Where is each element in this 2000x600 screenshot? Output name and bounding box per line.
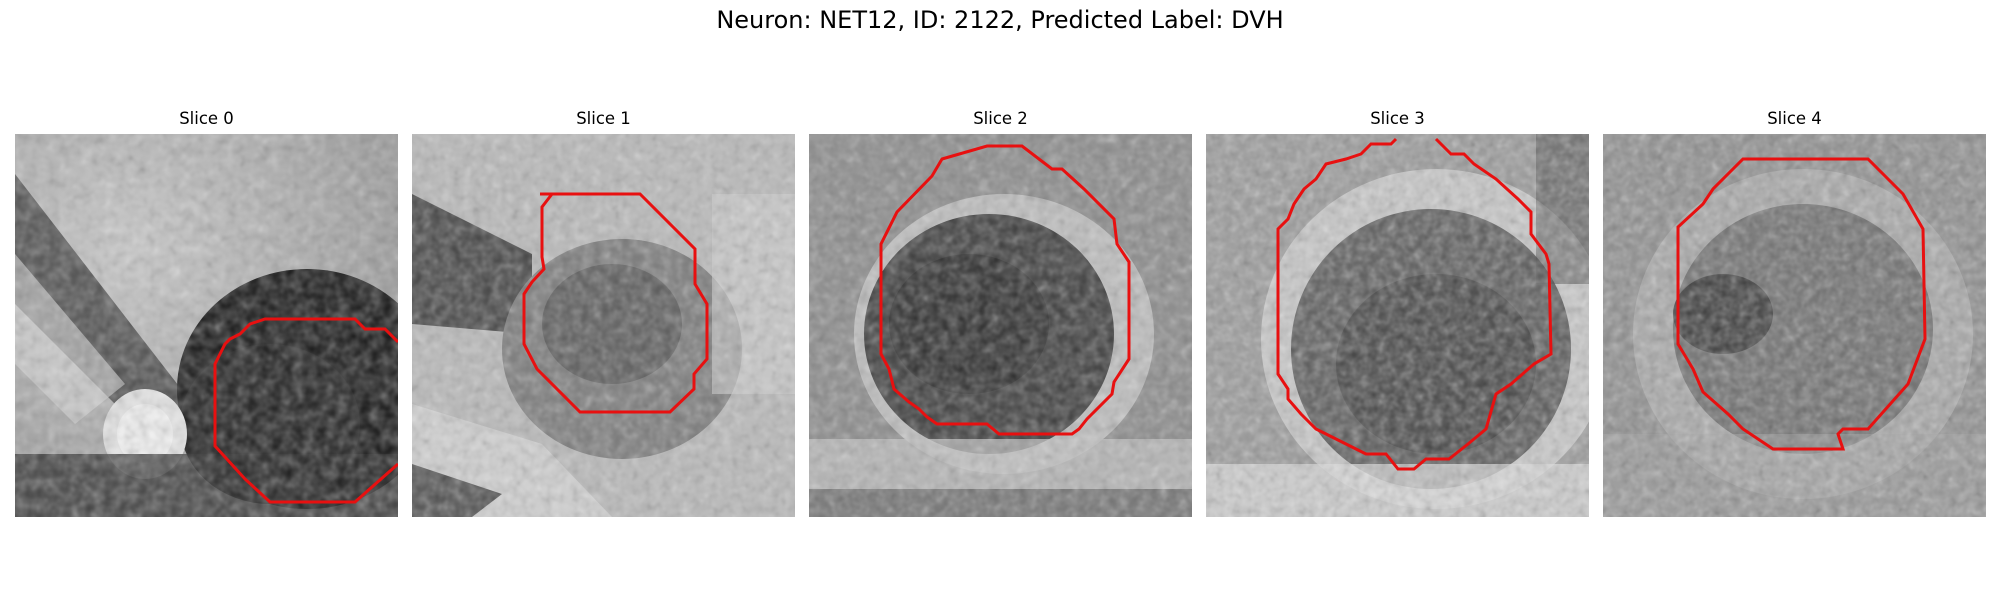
figure-title: Neuron: NET12, ID: 2122, Predicted Label… — [716, 6, 1284, 34]
slice-image-2 — [809, 134, 1192, 517]
slice-title: Slice 0 — [179, 109, 234, 128]
neuron-outline — [522, 192, 709, 414]
slice-title: Slice 4 — [1767, 109, 1822, 128]
slice-image-0 — [15, 134, 398, 517]
slice-image-1 — [412, 134, 795, 517]
neuron-outline — [879, 144, 1131, 436]
slice-panel-2: Slice 2 — [809, 108, 1192, 517]
neuron-outline — [213, 317, 398, 504]
neuron-outline — [1276, 137, 1553, 471]
neuron-outline — [1676, 157, 1927, 451]
slice-title: Slice 2 — [973, 109, 1028, 128]
slice-title: Slice 1 — [576, 109, 631, 128]
slice-panel-0: Slice 0 — [15, 108, 398, 517]
slice-panel-1: Slice 1 — [412, 108, 795, 517]
slice-panel-3: Slice 3 — [1206, 108, 1589, 517]
slice-title: Slice 3 — [1370, 109, 1425, 128]
slice-image-4 — [1603, 134, 1986, 517]
slice-image-3 — [1206, 134, 1589, 517]
slice-panel-4: Slice 4 — [1603, 108, 1986, 517]
